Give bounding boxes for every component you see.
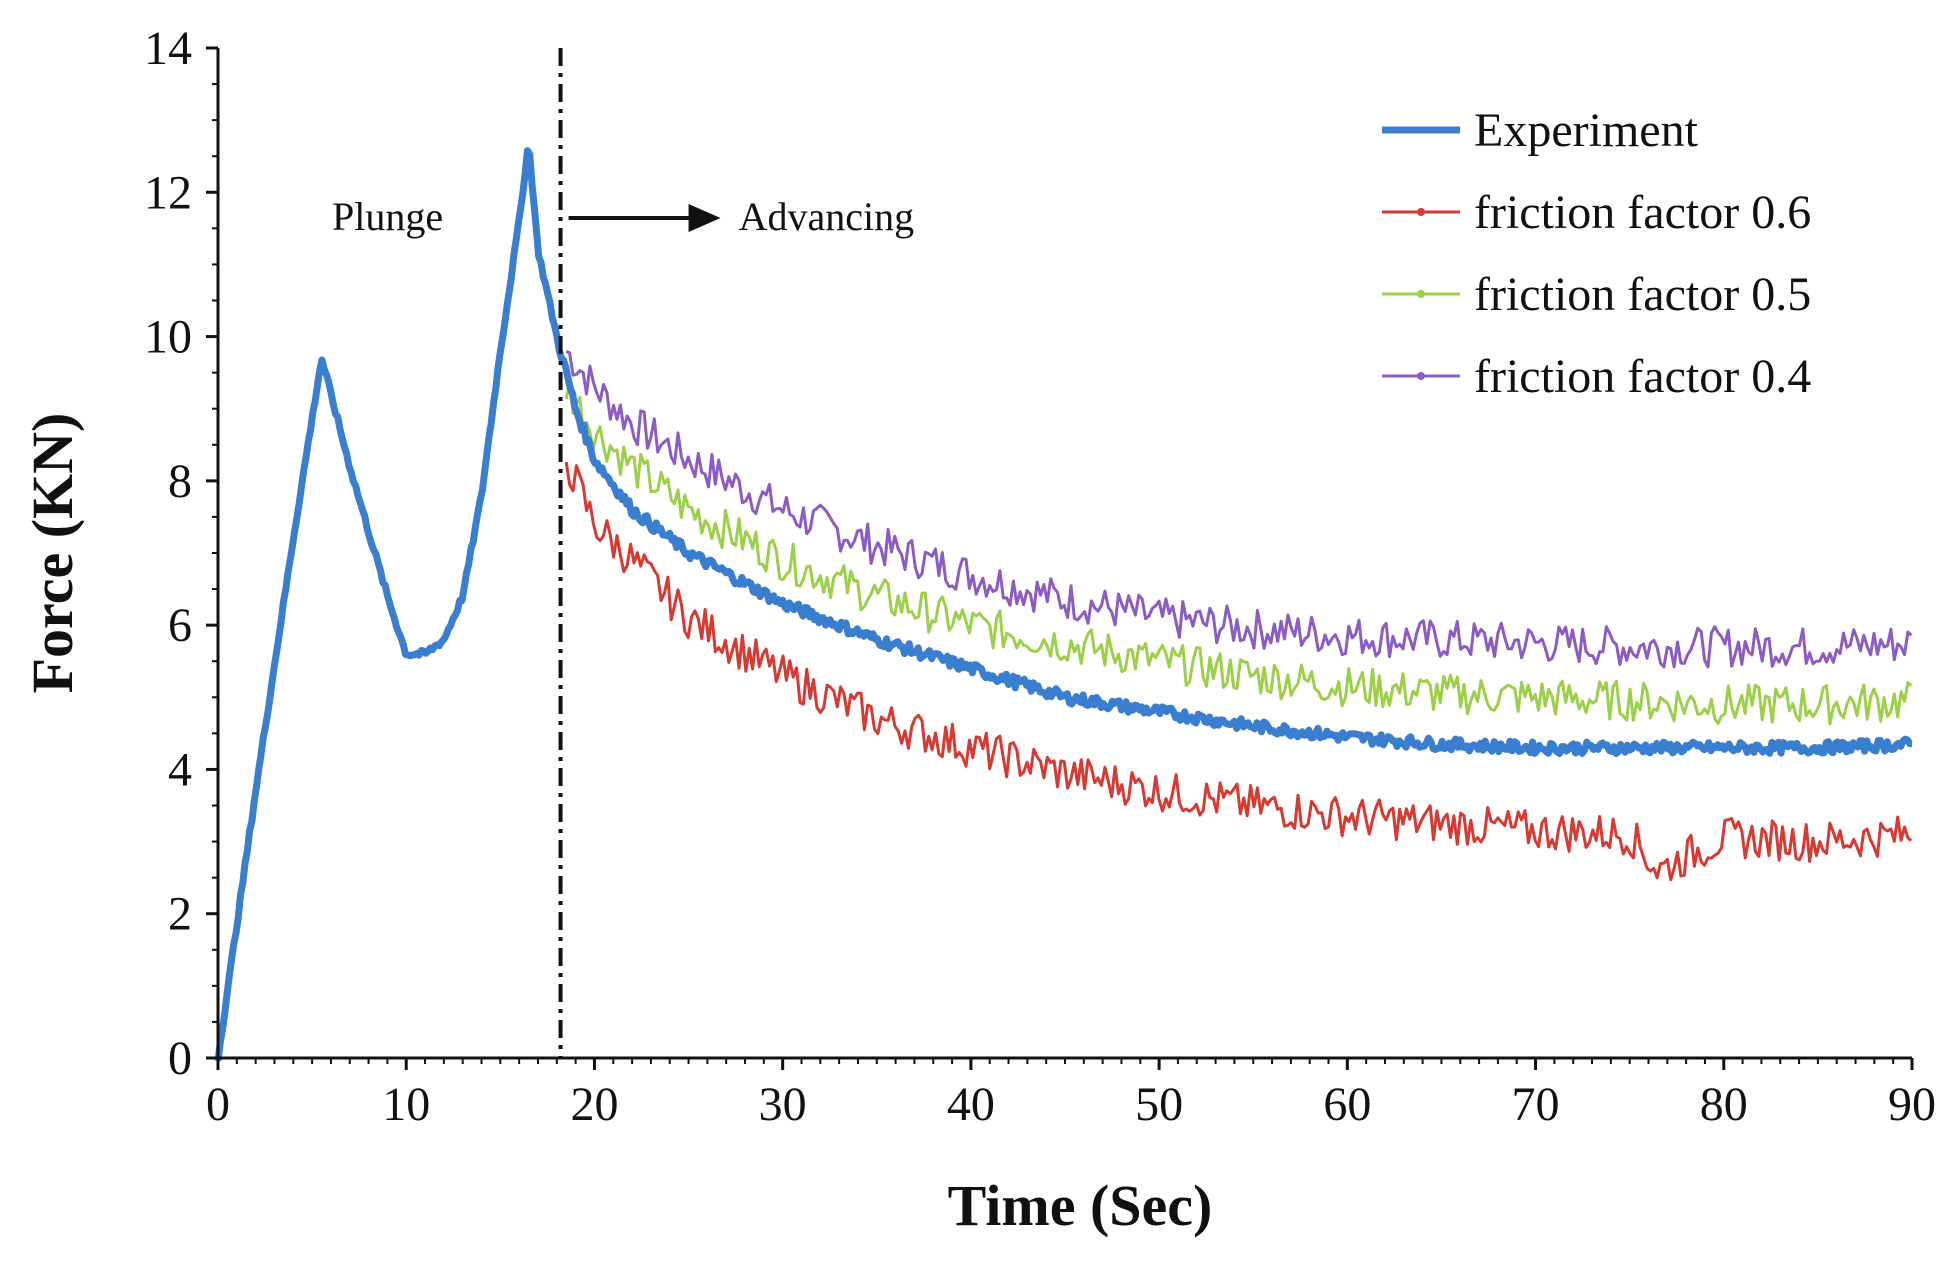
x-tick-label: 50 (1135, 1078, 1183, 1131)
y-tick-label: 8 (168, 455, 192, 508)
x-tick-label: 20 (570, 1078, 618, 1131)
legend: Experiment friction factor 0.6 friction fa… (1382, 104, 1811, 403)
legend-label: friction factor 0.5 (1474, 268, 1811, 321)
y-tick-label: 4 (168, 743, 192, 796)
series-line (564, 381, 1913, 726)
legend-marker (1417, 290, 1425, 298)
legend-marker (1417, 208, 1425, 216)
y-tick-label: 14 (144, 22, 192, 75)
y-tick-label: 6 (168, 599, 192, 652)
series-line (565, 350, 1913, 669)
y-tick-label: 0 (168, 1032, 192, 1085)
x-tick-label: 30 (759, 1078, 807, 1131)
series-layer (214, 147, 1914, 1062)
series-line (214, 147, 1914, 1062)
legend-label: Experiment (1474, 104, 1699, 157)
legend-label: friction factor 0.4 (1474, 350, 1811, 403)
y-tick-label: 10 (144, 311, 192, 364)
x-tick-label: 10 (382, 1078, 430, 1131)
advancing-arrow-head (688, 204, 721, 232)
legend-label: friction factor 0.6 (1474, 186, 1811, 239)
y-tick-label: 2 (168, 888, 192, 941)
x-tick-label: 90 (1888, 1078, 1936, 1131)
x-tick-label: 60 (1323, 1078, 1371, 1131)
x-tick-label: 0 (206, 1078, 230, 1131)
ticks-layer: 0 2 4 6 8 10 12 14 0 10 20 30 40 50 60 70 80 90 (144, 22, 1936, 1131)
advancing-label: Advancing (739, 194, 915, 239)
x-tick-label: 40 (947, 1078, 995, 1131)
advancing-arrow (568, 204, 721, 232)
y-axis-title: Force (KN) (20, 413, 85, 694)
y-tick-label: 12 (144, 166, 192, 219)
series-line (564, 461, 1913, 882)
x-tick-label: 80 (1700, 1078, 1748, 1131)
legend-marker (1417, 372, 1425, 380)
plunge-label: Plunge (332, 194, 443, 239)
x-tick-label: 70 (1512, 1078, 1560, 1131)
x-axis-title: Time (Sec) (948, 1173, 1213, 1238)
